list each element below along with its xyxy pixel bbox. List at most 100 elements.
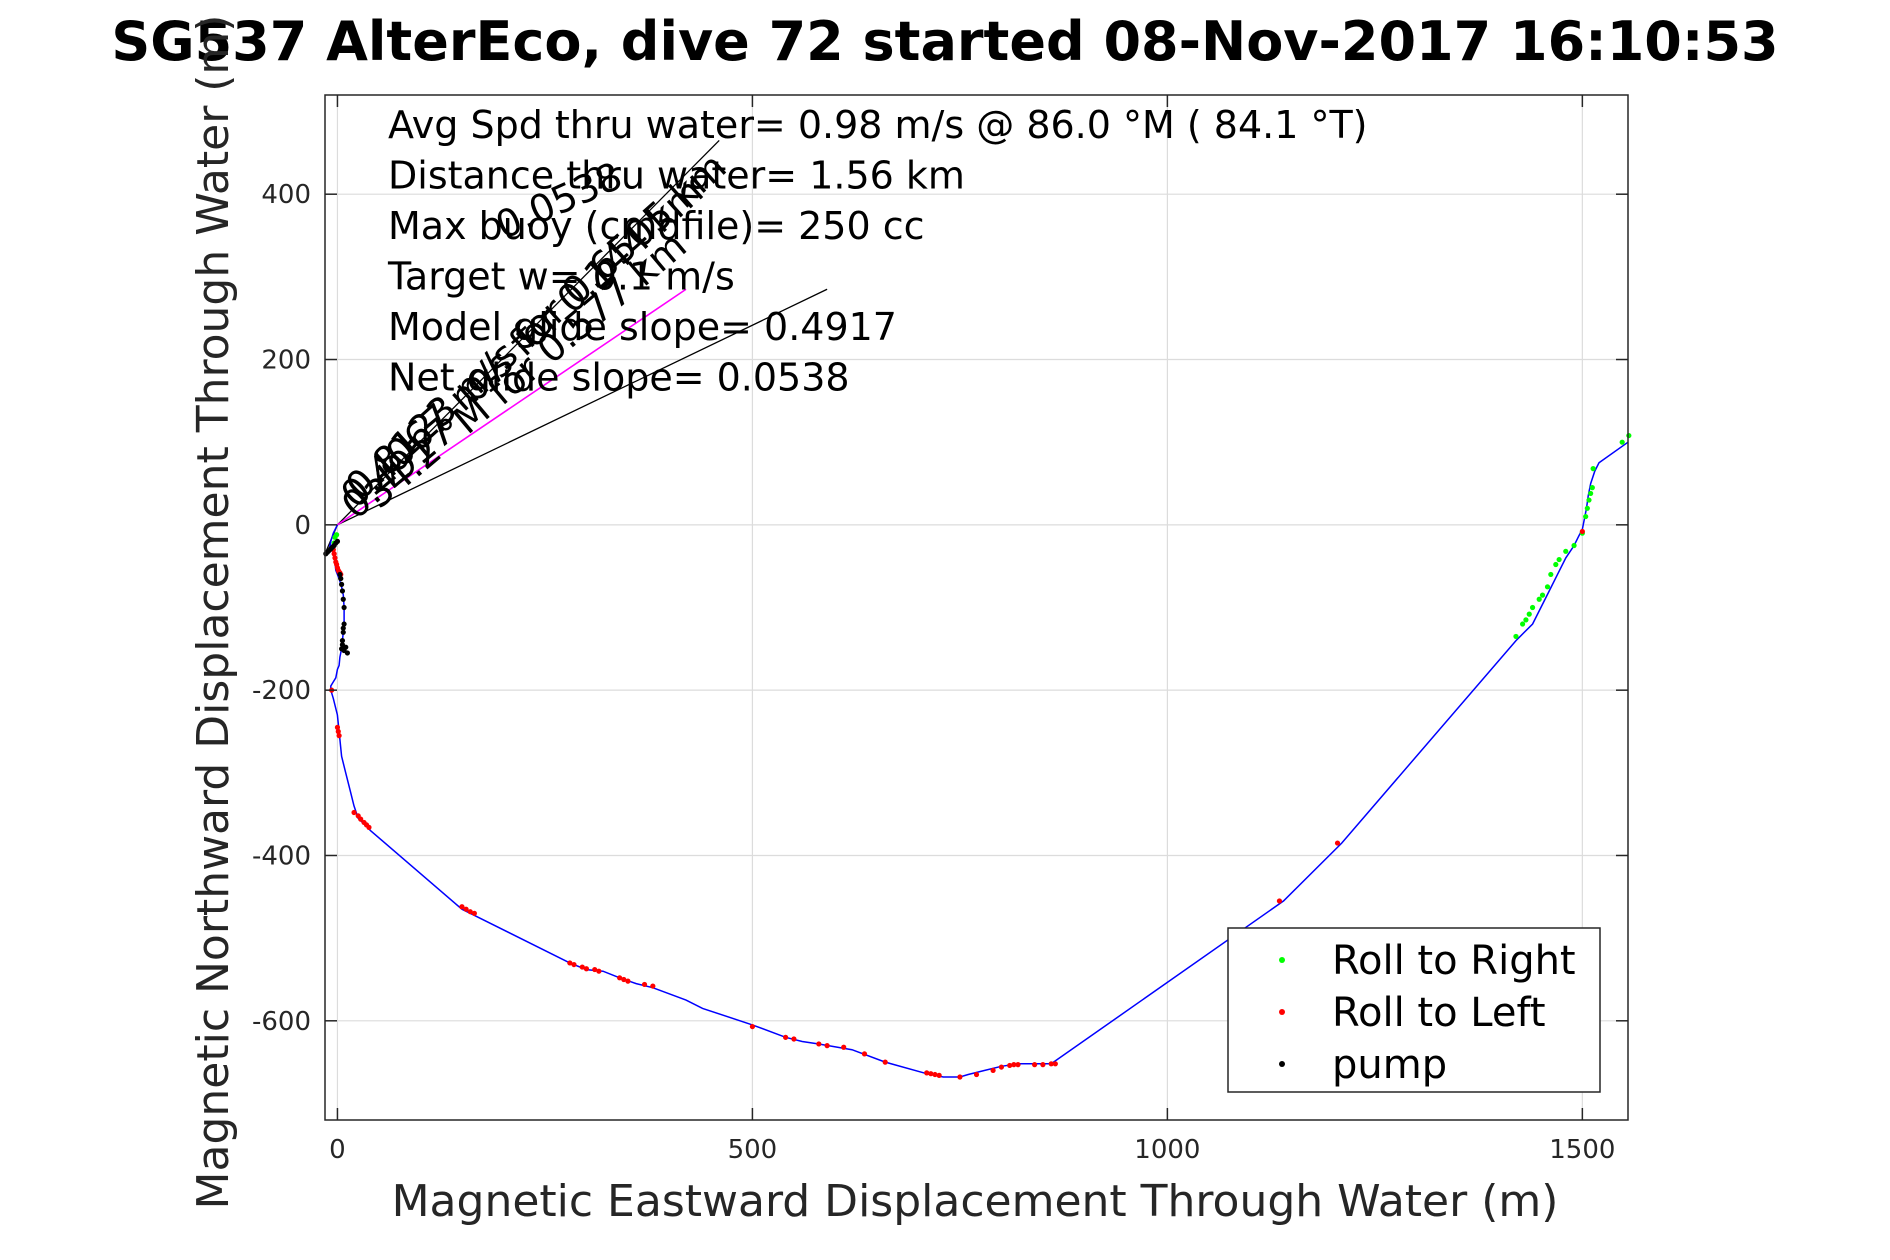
roll-right-point (1556, 556, 1562, 563)
annotation-line: Avg Spd thru water= 0.98 m/s @ 86.0 °M (… (388, 103, 1368, 147)
roll-right-point (1571, 542, 1577, 549)
y-tick-label: 200 (261, 346, 311, 376)
roll-left-point (334, 724, 341, 730)
roll-left-point (783, 1034, 789, 1040)
x-axis-label: Magnetic Eastward Displacement Through W… (392, 1176, 1559, 1227)
roll-left-point (791, 1036, 797, 1042)
legend-entry: Roll to Right (1332, 938, 1576, 984)
pump-point (337, 571, 343, 578)
roll-left-point (463, 906, 469, 912)
heading-line (337, 288, 687, 526)
roll-left-point (583, 966, 590, 972)
roll-left-point (990, 1067, 996, 1074)
pump-point (340, 629, 346, 635)
plot-area: Avg Spd thru water= 0.98 m/s @ 86.0 °M (… (252, 94, 1632, 1165)
legend-entry: Roll to Left (1332, 990, 1546, 1036)
legend-box (1227, 927, 1601, 1093)
pump-point (341, 604, 347, 611)
roll-left-point (335, 728, 341, 735)
x-tick-label: 1000 (1134, 1135, 1200, 1165)
roll-left-point (824, 1043, 830, 1049)
roll-left-point (749, 1023, 756, 1030)
y-axis-label: Magnetic Northward Displacement Through … (188, 15, 239, 1210)
roll-right-point (1539, 592, 1546, 598)
roll-left-point (617, 975, 623, 981)
roll-right-point (1563, 548, 1569, 554)
legend-marker-roll-left (1279, 1009, 1285, 1015)
roll-right-point (1588, 490, 1594, 497)
pump-point (341, 621, 347, 627)
roll-left-point (459, 904, 465, 910)
roll-right-point (1519, 621, 1526, 627)
roll-left-point (924, 1070, 930, 1076)
pump-point (340, 596, 346, 602)
reference-line (336, 140, 720, 526)
y-tick-label: -200 (252, 676, 311, 706)
roll-left-point (1040, 1062, 1046, 1068)
chart-title: SG537 AlterEco, dive 72 started 08-Nov-2… (111, 10, 1778, 73)
roll-left-point (816, 1041, 822, 1047)
roll-left-point (841, 1044, 847, 1050)
roll-right-point (334, 532, 340, 538)
roll-left-point (1015, 1062, 1021, 1068)
x-tick-label: 500 (728, 1135, 778, 1165)
roll-right-point (1536, 596, 1542, 602)
pump-point (340, 625, 346, 631)
x-tick-label: 1500 (1549, 1135, 1615, 1165)
roll-right-point (1529, 604, 1536, 611)
x-tick-label: 0 (329, 1135, 346, 1165)
roll-left-point (596, 968, 602, 974)
annotation-line: Target w= 0.1 m/s (387, 255, 735, 299)
roll-left-point (571, 961, 577, 968)
y-tick-label: -400 (252, 841, 311, 871)
pump-point (338, 581, 345, 587)
annotation-line: Distance thru water= 1.56 km (388, 154, 965, 198)
roll-left-point (471, 910, 477, 916)
roll-left-point (1048, 1061, 1054, 1067)
roll-left-point (650, 983, 656, 989)
roll-left-point (1579, 528, 1585, 535)
roll-left-point (336, 733, 342, 739)
legend-entry: pump (1332, 1042, 1447, 1088)
roll-right-point (1513, 633, 1519, 640)
pump-point (343, 644, 349, 650)
roll-left-point (1011, 1062, 1017, 1068)
roll-right-point (1583, 513, 1589, 520)
legend-marker-pump (1279, 1061, 1285, 1067)
roll-right-point (1619, 439, 1625, 445)
roll-left-point (957, 1074, 963, 1080)
roll-left-point (1007, 1062, 1013, 1069)
roll-left-point (351, 809, 357, 816)
roll-right-point (1584, 505, 1590, 511)
annotation-line: Model glide slope= 0.4917 (388, 305, 897, 349)
roll-right-point (1553, 561, 1559, 568)
pump-point (339, 637, 346, 644)
roll-left-point (1031, 1062, 1038, 1068)
y-tick-label: 0 (294, 511, 311, 541)
roll-left-point (625, 978, 631, 984)
ticks: 0 500 1000 1500 -600 -400 -200 0 200 400 (252, 95, 1628, 1165)
roll-left-point (567, 960, 573, 966)
legend-marker-roll-right (1279, 957, 1285, 963)
y-tick-label: -600 (252, 1007, 311, 1037)
roll-left-point (467, 909, 473, 915)
pump-point (339, 588, 346, 594)
roll-left-point (332, 555, 338, 561)
roll-left-point (641, 981, 648, 988)
roll-left-point (861, 1051, 868, 1057)
roll-right-point (1548, 571, 1554, 578)
roll-left-point (1052, 1061, 1058, 1067)
roll-right-point (1526, 611, 1532, 617)
axes-frame (324, 94, 1629, 1121)
roll-left-point (936, 1072, 942, 1078)
roll-left-point (366, 824, 372, 830)
roll-right-point (1626, 432, 1632, 439)
points-layer (323, 432, 1632, 1080)
legend: Roll to Right Roll to Left pump (1227, 927, 1601, 1093)
roll-left-point (579, 964, 585, 970)
roll-left-point (592, 966, 598, 973)
roll-left-point (973, 1071, 980, 1078)
annotation-line: Net glide slope= 0.0538 (388, 356, 850, 400)
roll-left-point (331, 551, 337, 557)
roll-left-point (358, 816, 364, 822)
